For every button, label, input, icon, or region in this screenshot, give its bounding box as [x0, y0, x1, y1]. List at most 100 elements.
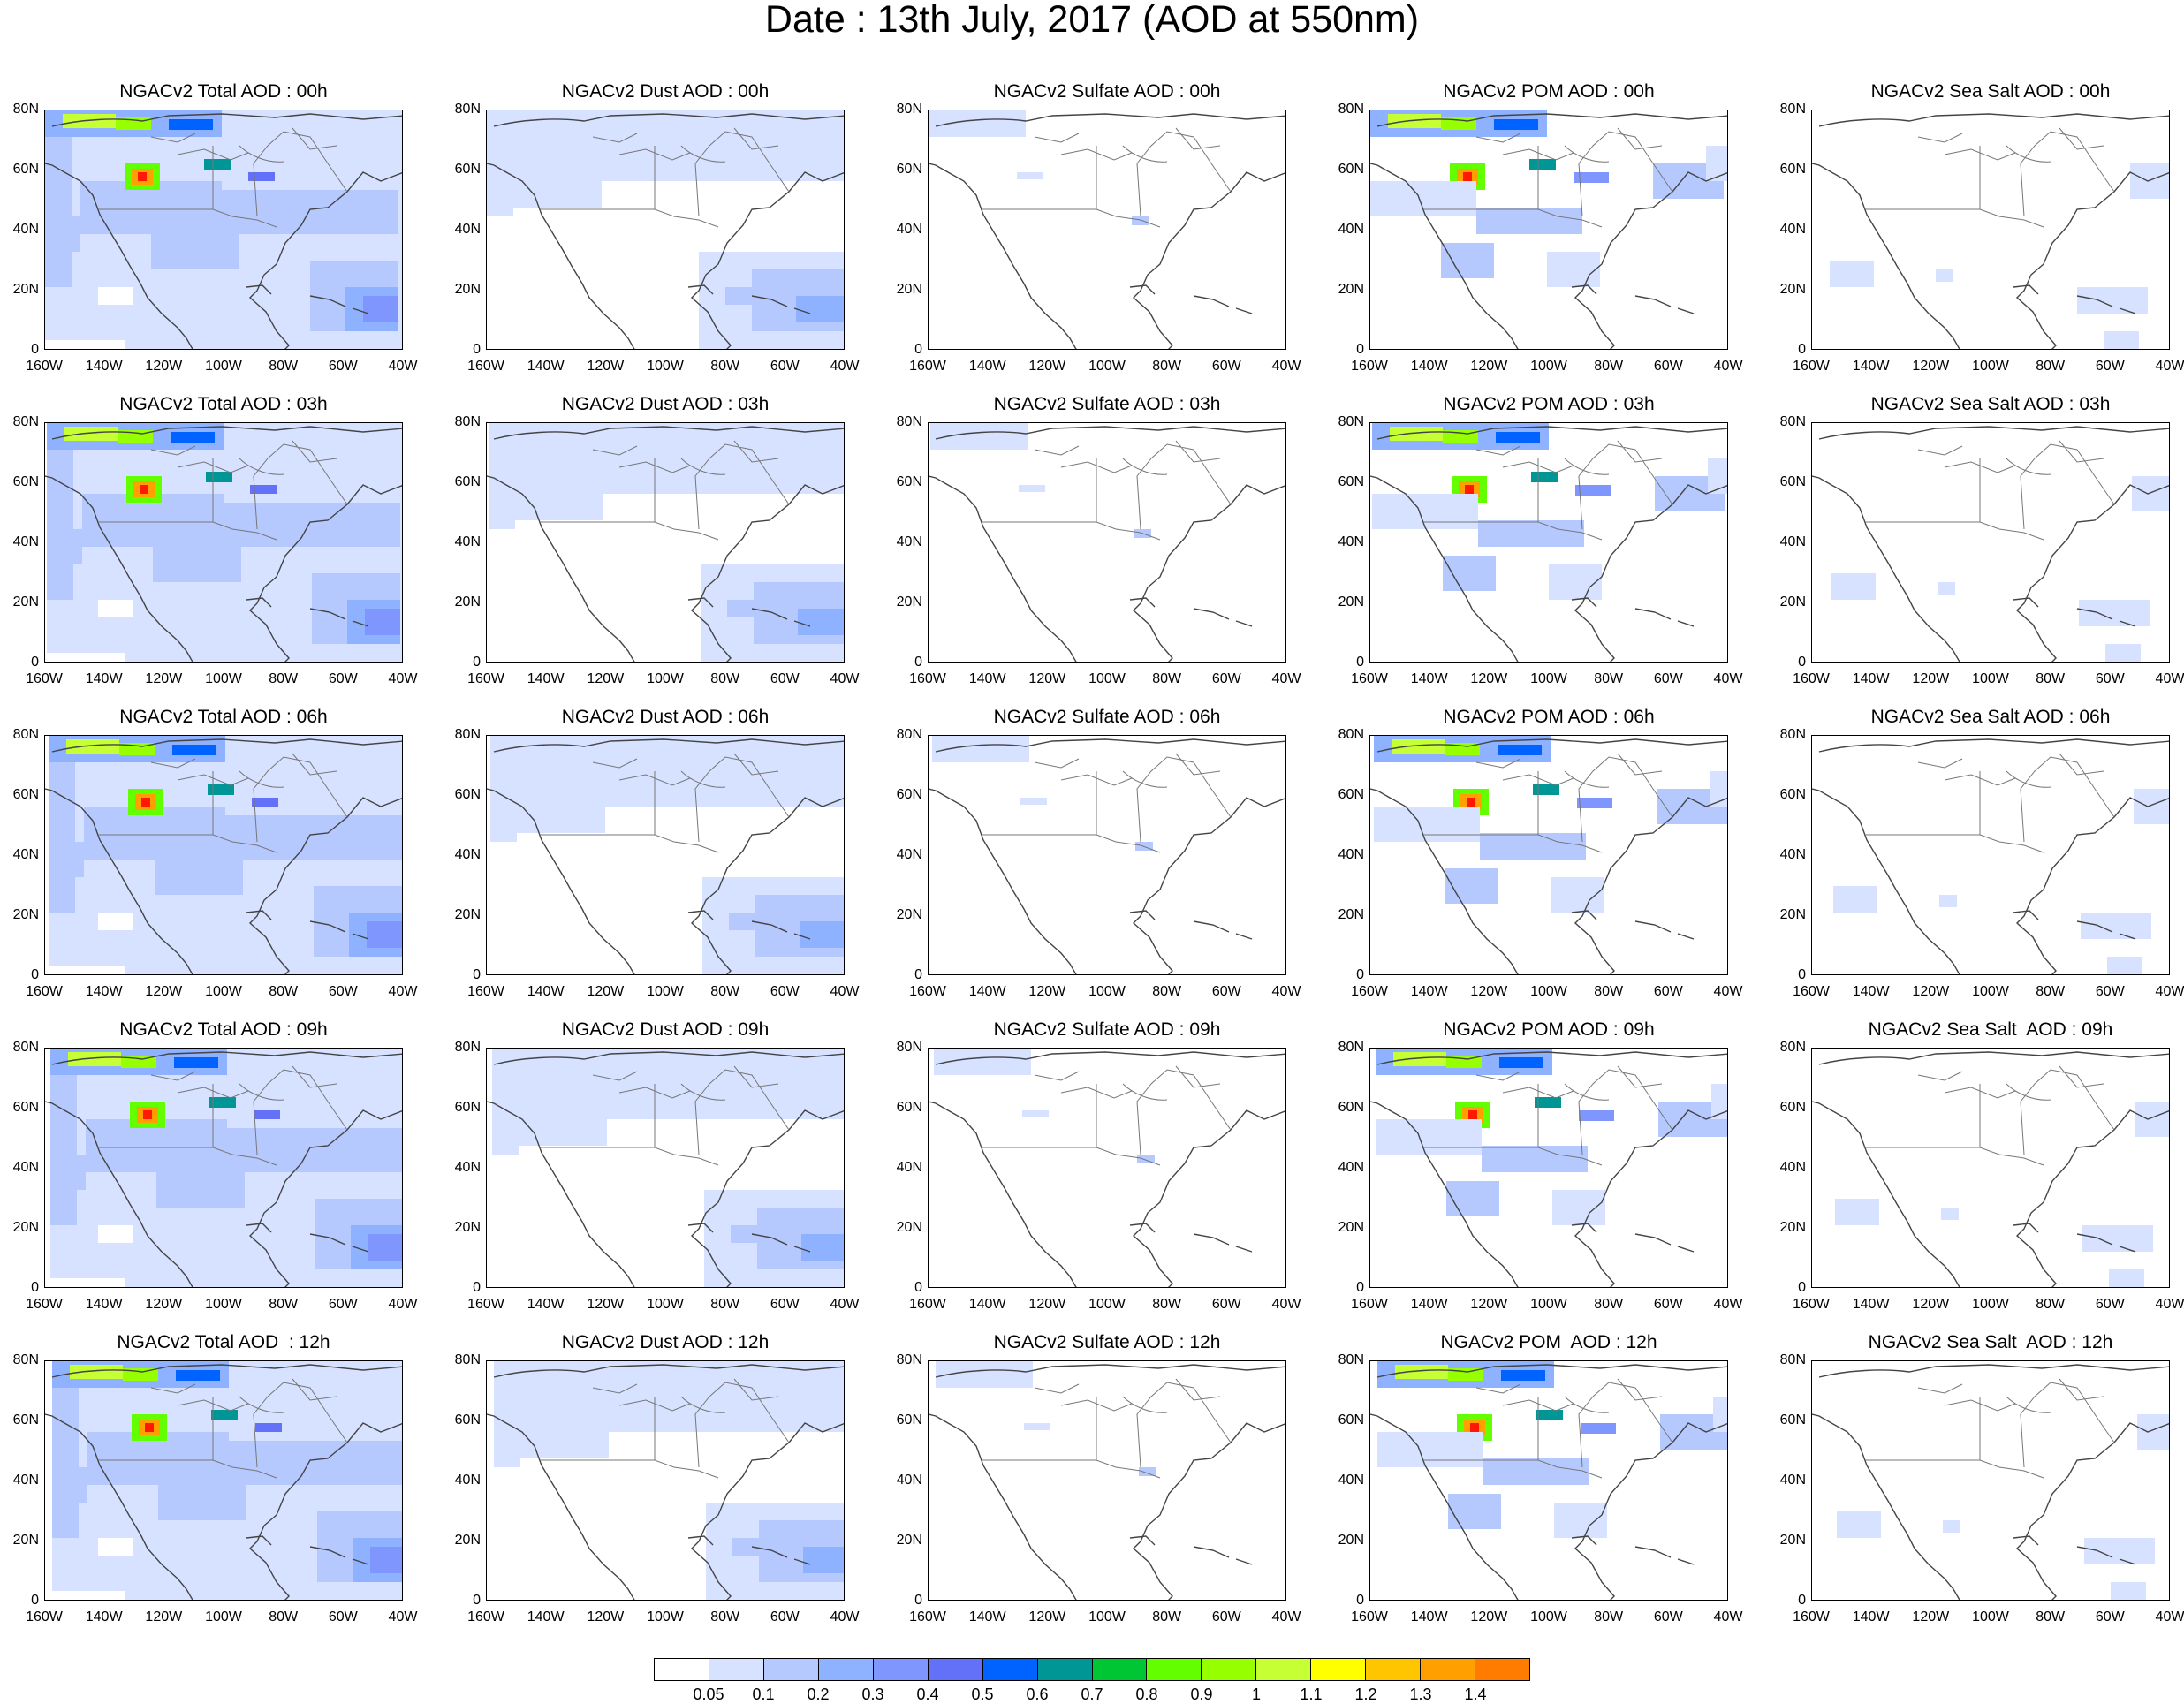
lat-tick-label: 80N [1338, 1352, 1364, 1367]
map-total-12h [44, 1360, 403, 1601]
aod-cell [365, 609, 400, 635]
lon-tick-label: 80W [1594, 359, 1624, 374]
aod-field [1812, 113, 2169, 349]
aod-cell [68, 1052, 121, 1066]
lat-tick-label: 20N [896, 282, 922, 297]
lon-tick-label: 120W [1470, 359, 1508, 374]
lon-tick-label: 80W [1152, 984, 1182, 999]
aod-cell [494, 1458, 520, 1467]
lat-tick-label: 80N [12, 1040, 39, 1055]
coastline [487, 1051, 844, 1287]
aod-cell [1554, 1503, 1607, 1538]
aod-field [487, 1361, 844, 1600]
aod-cell [156, 1172, 245, 1208]
panel-title: NGACv2 Sea Salt AOD : 03h [1870, 394, 2111, 414]
lon-tick-label: 160W [1351, 671, 1388, 686]
lon-tick-label: 100W [1530, 1609, 1567, 1624]
coastline [1370, 113, 1727, 349]
colorbar-box [1202, 1659, 1257, 1680]
coastline [1370, 426, 1727, 662]
lat-tick-label: 20N [454, 907, 481, 922]
lat-tick-label: 40N [12, 534, 39, 549]
lat-tick-label: 60N [1338, 474, 1364, 489]
aod-cell [2130, 163, 2169, 199]
colorbar-box [1256, 1659, 1312, 1680]
map-sulfate-03h [928, 422, 1286, 663]
aod-cell [489, 423, 844, 494]
lon-tick-label: 60W [770, 359, 800, 374]
map-sulfate-06h [928, 735, 1286, 975]
lat-tick-label: 60N [12, 1100, 39, 1115]
panel-title: NGACv2 Sea Salt AOD : 09h [1868, 1019, 2113, 1040]
lat-tick-label: 60N [12, 1412, 39, 1428]
aod-cell [63, 114, 116, 128]
colorbar-box [873, 1659, 929, 1680]
lon-tick-label: 80W [1152, 359, 1182, 374]
colorbar-box [928, 1659, 983, 1680]
lon-tick-label: 120W [1912, 984, 1950, 999]
lat-tick-label: 20N [896, 595, 922, 610]
panel-title: NGACv2 Sulfate AOD : 00h [993, 81, 1221, 102]
lat-tick-label: 40N [896, 847, 922, 862]
lon-tick-label: 140W [968, 359, 1006, 374]
lat-tick-label: 20N [12, 1533, 39, 1548]
lon-tick-label: 100W [1530, 1297, 1567, 1312]
lat-tick-label: 0 [473, 1280, 481, 1295]
lon-tick-label: 140W [85, 671, 123, 686]
aod-field [1812, 1051, 2169, 1287]
aod-cell [1020, 798, 1047, 805]
aod-cell [363, 296, 398, 322]
lon-tick-label: 160W [26, 359, 63, 374]
lon-tick-label: 60W [770, 984, 800, 999]
lon-tick-label: 120W [587, 671, 625, 686]
aod-cell [1710, 771, 1727, 807]
aod-cell [225, 815, 402, 860]
aod-cell [1713, 1397, 1727, 1432]
aod-cell [208, 784, 234, 795]
colorbar-label: 0.9 [1190, 1685, 1213, 1703]
aod-cell [1574, 172, 1609, 183]
lat-tick-label: 40N [1779, 1160, 1806, 1175]
aod-cell [929, 110, 1026, 137]
lat-tick-label: 20N [454, 1220, 481, 1235]
lat-tick-label: 40N [896, 1160, 922, 1175]
aod-cell [1577, 798, 1612, 808]
aod-cell [66, 739, 119, 754]
aod-cell [2082, 1225, 2153, 1252]
aod-cell [1443, 556, 1496, 591]
lon-tick-label: 80W [2036, 359, 2066, 374]
lat-tick-label: 40N [896, 1473, 922, 1488]
lat-tick-label: 0 [1356, 342, 1364, 357]
aod-cell [490, 833, 517, 842]
political-boundary [1423, 1378, 1673, 1479]
political-boundary [1423, 1065, 1673, 1166]
political-boundary [98, 1065, 348, 1166]
aod-field [487, 736, 844, 974]
lon-tick-label: 40W [1271, 671, 1301, 686]
coastline [487, 1364, 844, 1600]
aod-cell [1467, 798, 1475, 807]
colorbar-box [982, 1659, 1038, 1680]
lat-tick-label: 60N [896, 1100, 922, 1115]
aod-cell [732, 1538, 768, 1556]
lon-tick-label: 40W [1713, 984, 1743, 999]
lon-tick-label: 100W [1972, 1609, 2009, 1624]
political-boundary [1865, 1065, 2115, 1166]
aod-cell [803, 1547, 844, 1573]
aod-cell [725, 287, 761, 305]
colorbar-label: 0.4 [916, 1685, 939, 1703]
aod-cell [1482, 1146, 1588, 1172]
coastline [1812, 738, 2169, 974]
lon-tick-label: 100W [205, 359, 242, 374]
lon-tick-label: 80W [269, 1297, 299, 1312]
lat-tick-label: 0 [31, 1280, 39, 1295]
aod-cell [204, 159, 231, 170]
lon-tick-label: 160W [467, 671, 504, 686]
aod-cell [1448, 1368, 1483, 1381]
political-boundary [982, 1378, 1232, 1479]
lon-tick-label: 40W [1271, 984, 1301, 999]
lat-tick-label: 80N [454, 727, 481, 742]
aod-cell [487, 110, 844, 181]
aod-cell [490, 736, 844, 807]
